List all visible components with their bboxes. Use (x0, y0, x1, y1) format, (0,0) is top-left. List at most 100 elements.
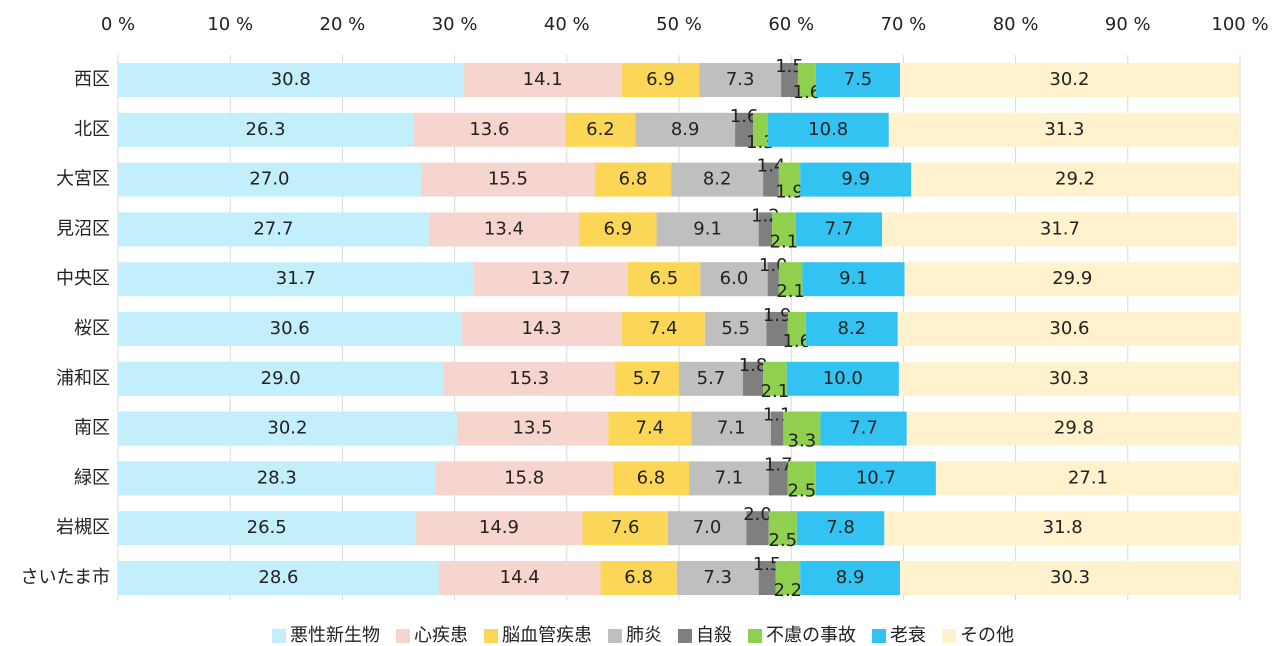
bar-segment (118, 63, 464, 97)
bar-segment (742, 361, 764, 396)
bar-segment (667, 511, 747, 546)
y-tick-label: 浦和区 (56, 368, 110, 389)
legend-swatch (396, 629, 410, 643)
y-tick-label: 中央区 (56, 268, 110, 289)
bar-segment (746, 511, 769, 546)
bar-segment (781, 63, 798, 97)
x-tick-label: 70 % (881, 14, 927, 35)
bar-segment (815, 63, 901, 97)
x-tick-label: 40 % (544, 14, 590, 35)
bar-segment (700, 262, 768, 297)
bar-segment (778, 162, 801, 197)
data-label: 27.1 (1068, 467, 1108, 488)
bar-segment (415, 511, 583, 546)
data-label: 7.1 (717, 418, 746, 439)
bar-segment (888, 112, 1240, 147)
x-tick-label: 60 % (768, 14, 814, 35)
data-label: 13.6 (469, 119, 509, 140)
bar-segment (671, 162, 764, 197)
bar-segment (795, 212, 883, 247)
bar-segment (767, 262, 779, 297)
data-label: 26.5 (247, 517, 287, 538)
data-label: 1.6 (730, 106, 759, 127)
data-label: 30.6 (270, 318, 310, 339)
data-label: 7.1 (715, 467, 744, 488)
bar-segment (582, 511, 668, 546)
x-tick-label: 20 % (320, 14, 366, 35)
data-label: 27.0 (249, 169, 289, 190)
bar-segment (691, 411, 772, 446)
bar-segment (900, 63, 1239, 97)
bar-segment (768, 461, 788, 496)
data-label: 30.2 (1049, 69, 1089, 90)
data-label: 6.8 (619, 169, 648, 190)
data-label: 8.2 (837, 318, 866, 339)
data-label: 15.8 (504, 467, 544, 488)
data-label: 9.9 (841, 169, 870, 190)
data-label: 29.9 (1052, 268, 1092, 289)
data-label: 5.7 (697, 368, 726, 389)
bar-segment (118, 561, 439, 595)
bar-segment (420, 162, 595, 197)
data-label: 14.4 (500, 567, 540, 588)
bar-segment (679, 361, 743, 396)
legend-label: 悪性新生物 (290, 625, 380, 646)
data-label: 6.9 (604, 218, 633, 239)
bar-segment (771, 411, 784, 446)
y-tick-label: 見沼区 (56, 218, 110, 239)
bar-segment (621, 63, 700, 97)
bar-segment (699, 63, 782, 97)
data-label: 28.6 (258, 567, 298, 588)
data-label: 1.5 (775, 56, 804, 77)
data-label: 2.5 (768, 530, 797, 551)
data-label: 2.2 (774, 580, 803, 601)
data-label: 1.7 (764, 454, 793, 475)
bar-segment (435, 461, 613, 496)
bar-segment (594, 162, 672, 197)
data-label: 7.7 (825, 218, 854, 239)
data-label: 5.7 (633, 368, 662, 389)
bar-segment (763, 361, 787, 396)
legend-swatch (678, 629, 692, 643)
bar-segment (797, 63, 816, 97)
data-label: 7.0 (693, 517, 722, 538)
data-label: 3.3 (788, 431, 817, 452)
bar-segment (900, 561, 1240, 595)
data-label: 2.5 (788, 480, 817, 501)
legend-swatch (872, 629, 886, 643)
bar-segment (897, 312, 1242, 346)
bar-segment (802, 262, 905, 297)
data-label: 30.3 (1049, 368, 1089, 389)
bar-segment (565, 112, 636, 147)
y-tick-label: 岩槻区 (56, 517, 110, 538)
bar-segment (118, 112, 414, 147)
bar-segment (787, 312, 806, 346)
data-label: 1.6 (793, 82, 822, 103)
bar-segment (118, 212, 429, 247)
data-label: 31.8 (1043, 517, 1083, 538)
data-label: 8.9 (671, 119, 700, 140)
data-label: 1.6 (782, 331, 811, 352)
legend-swatch (484, 629, 498, 643)
bar-segment (689, 461, 769, 496)
data-label: 7.6 (611, 517, 640, 538)
y-tick-label: 西区 (74, 69, 110, 90)
data-label: 27.7 (253, 218, 293, 239)
data-label: 1.9 (775, 182, 804, 203)
bar-segment (627, 262, 701, 297)
bar-segment (904, 262, 1240, 297)
legend: 悪性新生物 心疾患 脳血管疾患 肺炎 自殺 不慮の事故 老衰 その他 (272, 625, 1014, 646)
bar-segment (735, 112, 754, 147)
x-tick-label: 50 % (656, 14, 702, 35)
bar-segment (118, 312, 462, 346)
data-label: 31.3 (1044, 119, 1084, 140)
bar-segment (463, 63, 622, 97)
bar-segment (615, 361, 679, 396)
data-label: 14.9 (479, 517, 519, 538)
bar-segment (473, 262, 628, 297)
data-label: 29.0 (261, 368, 301, 389)
data-label: 30.2 (267, 418, 307, 439)
bar-segment (608, 411, 692, 446)
bar-segment (461, 312, 622, 346)
